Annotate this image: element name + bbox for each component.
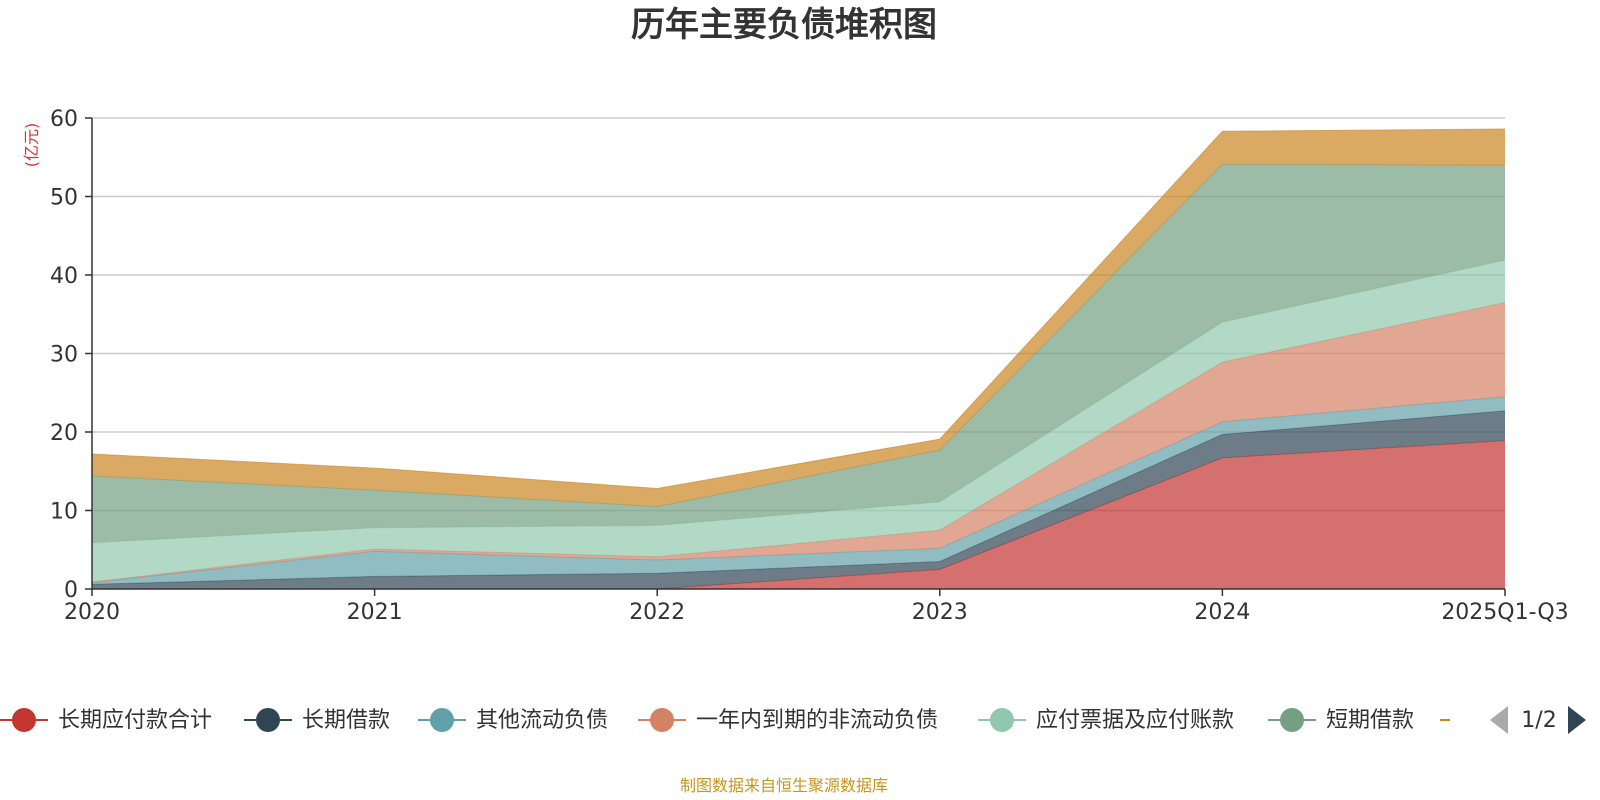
legend-marker bbox=[430, 708, 454, 732]
area-其他流动负债[interactable] bbox=[92, 396, 1505, 585]
x-tick-label: 2021 bbox=[347, 600, 403, 625]
y-tick-label: 60 bbox=[50, 107, 78, 132]
x-tick-label: 2020 bbox=[64, 600, 120, 625]
legend-item-长期应付款合计[interactable]: 长期应付款合计 bbox=[0, 708, 212, 733]
legend-label: 短期借款 bbox=[1326, 708, 1414, 733]
legend-label: 应付票据及应付账款 bbox=[1036, 708, 1234, 733]
y-tick-label: 40 bbox=[50, 264, 78, 289]
y-tick-label: 0 bbox=[64, 578, 78, 603]
x-tick-label: 2023 bbox=[912, 600, 968, 625]
area-短期借款[interactable] bbox=[92, 164, 1505, 543]
legend-label: 一年内到期的非流动负债 bbox=[696, 708, 938, 733]
x-axis-ticks: 2020 2021 2022 2023 2024 2025Q1-Q3 bbox=[64, 589, 1569, 625]
area-unnamed[interactable] bbox=[92, 129, 1505, 507]
y-tick-label: 50 bbox=[50, 186, 78, 211]
legend-label: 其他流动负债 bbox=[476, 708, 608, 733]
y-tick-label: 20 bbox=[50, 421, 78, 446]
legend-item-长期借款[interactable]: 长期借款 bbox=[244, 708, 390, 733]
series-areas bbox=[91, 128, 1506, 590]
legend-item-一年内到期的非流动负债[interactable]: 一年内到期的非流动负债 bbox=[638, 708, 938, 733]
x-tick-label: 2025Q1-Q3 bbox=[1441, 600, 1568, 625]
y-tick-label: 10 bbox=[50, 500, 78, 525]
legend-pager: 1/2 bbox=[1490, 706, 1586, 734]
y-axis-ticks: 0 10 20 30 40 50 60 bbox=[50, 107, 92, 603]
legend-page-label: 1/2 bbox=[1521, 708, 1556, 733]
legend: 长期应付款合计 长期借款 其他流动负债 一年内到期的非流动负债 应付票据及应付账款 短期借… bbox=[0, 708, 1450, 733]
legend-label: 长期应付款合计 bbox=[58, 708, 212, 733]
legend-item-短期借款[interactable]: 短期借款 bbox=[1268, 708, 1414, 733]
legend-marker bbox=[1280, 708, 1304, 732]
x-tick-label: 2022 bbox=[629, 600, 685, 625]
y-axis-unit: (亿元) bbox=[22, 123, 41, 168]
legend-label: 长期借款 bbox=[302, 708, 390, 733]
x-tick-label: 2024 bbox=[1194, 600, 1250, 625]
y-tick-label: 30 bbox=[50, 343, 78, 368]
source-note: 制图数据来自恒生聚源数据库 bbox=[680, 776, 888, 795]
legend-marker bbox=[650, 708, 674, 732]
triangle-right-icon[interactable] bbox=[1568, 706, 1586, 734]
area-长期应付款合计[interactable] bbox=[92, 440, 1505, 589]
area-应付票据及应付账款[interactable] bbox=[92, 260, 1505, 582]
legend-item-其他流动负债[interactable]: 其他流动负债 bbox=[418, 708, 608, 733]
line-unnamed bbox=[91, 128, 1506, 490]
legend-marker bbox=[256, 708, 280, 732]
legend-marker bbox=[12, 708, 36, 732]
legend-marker bbox=[990, 708, 1014, 732]
legend-item-应付票据及应付账款[interactable]: 应付票据及应付账款 bbox=[978, 708, 1234, 733]
area-长期借款[interactable] bbox=[92, 410, 1505, 589]
chart-title: 历年主要负债堆积图 bbox=[631, 5, 937, 45]
triangle-left-icon[interactable] bbox=[1490, 706, 1508, 734]
